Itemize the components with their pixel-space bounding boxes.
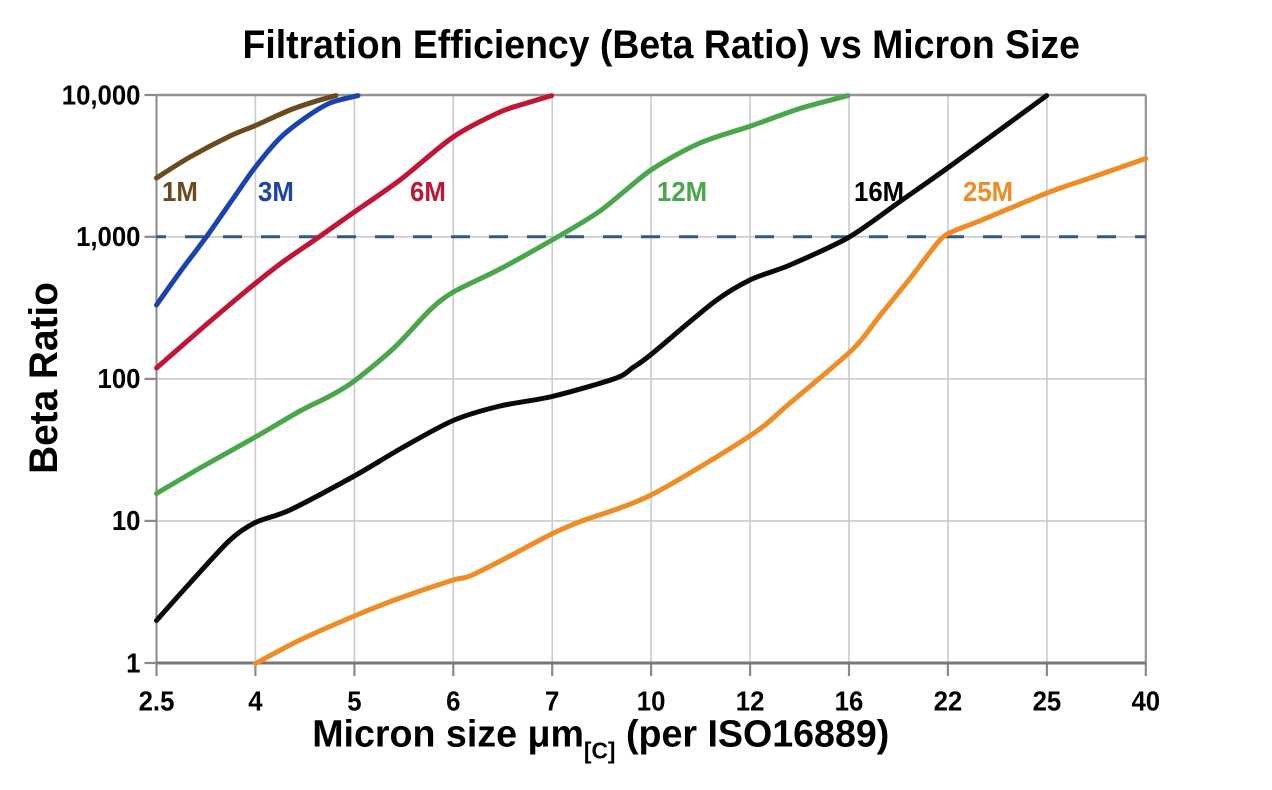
svg-text:16: 16 bbox=[835, 686, 864, 717]
svg-text:7: 7 bbox=[545, 686, 559, 717]
svg-text:10: 10 bbox=[112, 505, 141, 536]
svg-text:1: 1 bbox=[126, 647, 140, 678]
svg-text:5: 5 bbox=[347, 686, 361, 717]
svg-text:40: 40 bbox=[1131, 686, 1160, 717]
svg-text:Beta Ratio: Beta Ratio bbox=[21, 282, 66, 474]
svg-text:1,000: 1,000 bbox=[76, 221, 140, 252]
svg-text:16M: 16M bbox=[854, 176, 904, 207]
svg-text:6M: 6M bbox=[410, 176, 446, 207]
svg-text:2.5: 2.5 bbox=[139, 686, 175, 717]
svg-text:12: 12 bbox=[736, 686, 765, 717]
svg-text:12M: 12M bbox=[657, 176, 707, 207]
svg-text:10,000: 10,000 bbox=[62, 79, 141, 110]
svg-text:25M: 25M bbox=[963, 176, 1013, 207]
svg-text:10: 10 bbox=[637, 686, 666, 717]
svg-text:3M: 3M bbox=[258, 176, 294, 207]
svg-text:4: 4 bbox=[248, 686, 262, 717]
svg-text:6: 6 bbox=[446, 686, 460, 717]
svg-text:Filtration Efficiency (Beta Ra: Filtration Efficiency (Beta Ratio) vs Mi… bbox=[243, 23, 1080, 67]
svg-text:22: 22 bbox=[934, 686, 963, 717]
svg-text:100: 100 bbox=[98, 363, 141, 394]
svg-text:25: 25 bbox=[1033, 686, 1062, 717]
svg-text:1M: 1M bbox=[162, 176, 198, 207]
